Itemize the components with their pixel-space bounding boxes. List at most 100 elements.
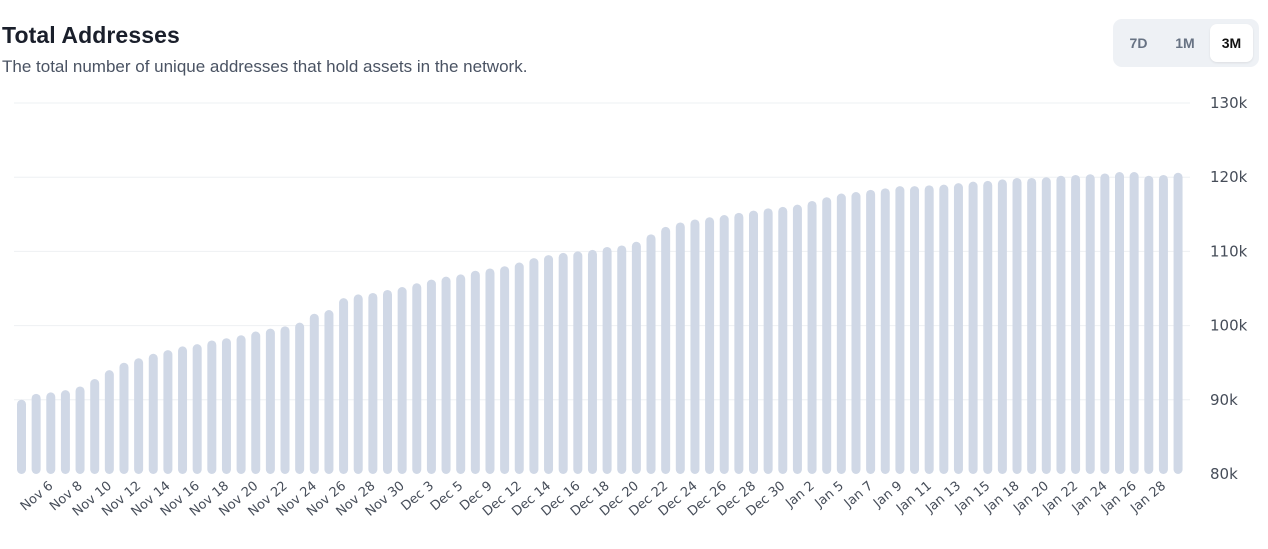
y-tick-label: 100k [1210,317,1248,335]
bar [60,390,70,474]
bar [719,215,729,475]
range-1m-button[interactable]: 1M [1175,35,1195,51]
bar [485,268,495,474]
bar [17,399,26,474]
bar [148,353,158,474]
bar [309,313,319,474]
bar [1041,177,1051,474]
bar [749,210,758,474]
bar [1129,172,1139,475]
bar [456,274,466,474]
bar [587,249,597,474]
bar [1071,174,1081,474]
y-axis: 130k 120k 110k 100k 90k 80k [1210,94,1248,483]
bar [295,322,305,474]
bar [46,392,56,474]
bar [470,270,480,474]
bar [778,206,788,474]
bar [207,340,217,474]
bar [265,328,275,474]
y-tick-label: 90k [1210,391,1238,409]
bar [705,217,715,474]
y-tick-label: 80k [1210,465,1238,483]
bar [968,181,978,475]
bar [851,192,861,475]
bar [1027,177,1037,474]
bar [178,346,188,474]
bar [1012,177,1022,474]
bar [631,241,641,474]
bar [353,294,363,474]
bar [573,251,583,474]
bar [383,289,392,474]
bar [221,338,231,474]
bar [924,185,934,474]
bar [236,335,246,474]
bar [251,331,261,474]
x-tick-label: Dec 5 [428,479,466,515]
bar [866,189,876,474]
bar [280,326,290,474]
bar [675,222,685,474]
bar [75,386,85,474]
bar [939,184,949,474]
y-tick-label: 110k [1210,242,1248,260]
x-tick-label: Nov 6 [18,479,57,515]
bar [31,393,41,474]
x-tick-label: Dec 3 [399,479,437,515]
bar [544,255,554,474]
bar [661,226,671,474]
bar [397,287,407,474]
bar [953,183,963,475]
bar [514,262,524,474]
bar [602,246,612,474]
bar [910,186,920,474]
chart-subtitle: The total number of unique addresses tha… [2,57,528,76]
bar [90,379,100,474]
bar [119,362,129,474]
bar [690,219,700,474]
bar [807,200,817,474]
range-3m-button[interactable]: 3M [1210,24,1253,62]
bar [1158,174,1168,474]
bar [646,234,656,474]
bar [412,283,422,474]
grid-lines [14,102,1190,401]
time-range-toggle: 7D 1M 3M [1113,19,1259,67]
bar [617,245,627,474]
bar [163,350,173,474]
bar-series [17,172,1183,475]
range-7d-button[interactable]: 7D [1129,35,1148,51]
bar [558,252,568,474]
bar [997,179,1007,474]
chart-title: Total Addresses [2,22,180,48]
bar [104,370,114,474]
bar [426,279,436,474]
y-tick-label: 130k [1210,94,1248,112]
bar [822,197,832,474]
bar [1085,174,1095,474]
bar [500,266,510,474]
bar [324,310,334,474]
bar [441,276,451,474]
x-tick-label: Jan 7 [841,479,876,512]
bar [880,188,890,474]
bar [339,298,349,474]
bar [895,186,905,474]
bar [792,204,802,475]
bar [1100,173,1110,475]
bar [983,180,993,474]
bar [134,358,144,474]
bar [1056,175,1066,474]
bar [368,292,378,474]
bar [529,258,539,474]
x-tick-label: Jan 2 [782,479,817,512]
bar [836,193,846,475]
bar [763,208,773,474]
bar [192,344,202,474]
x-tick-label: Jan 5 [812,479,847,512]
bar [1115,172,1124,475]
bar [1173,172,1183,475]
